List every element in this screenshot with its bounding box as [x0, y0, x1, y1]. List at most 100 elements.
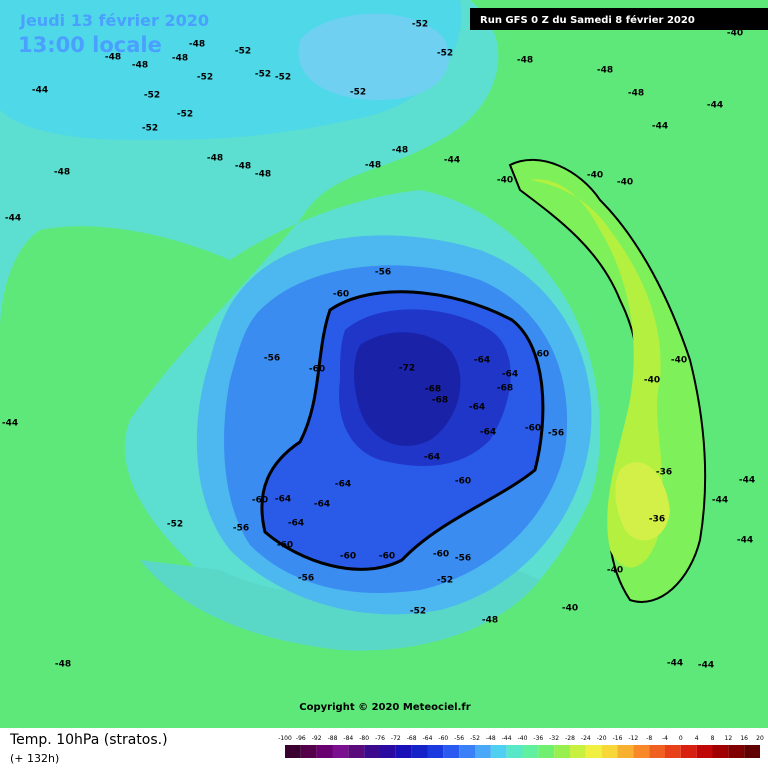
- legend-label: -36: [533, 735, 543, 742]
- legend-label: -68: [407, 735, 417, 742]
- legend-label: -32: [549, 735, 559, 742]
- legend-swatch: [696, 745, 713, 758]
- footer-title: Temp. 10hPa (stratos.): [9, 732, 168, 748]
- contour-label: -56: [298, 574, 314, 584]
- legend-label: -52: [470, 735, 480, 742]
- contour-label: -48: [482, 616, 498, 626]
- contour-label: -44: [707, 101, 723, 111]
- contour-label: -52: [142, 124, 158, 134]
- legend-label: -4: [662, 735, 668, 742]
- contour-label: -56: [264, 354, 280, 364]
- contour-label: -64: [480, 428, 496, 438]
- contour-label: -40: [607, 566, 623, 576]
- contour-label: -64: [275, 495, 291, 505]
- legend-label: -12: [628, 735, 638, 742]
- legend-swatch: [728, 745, 745, 758]
- contour-label: -40: [562, 604, 578, 614]
- contour-label: -60: [455, 477, 471, 487]
- contour-label: -40: [644, 376, 660, 386]
- contour-label: -56: [548, 429, 564, 439]
- contour-label: -44: [739, 476, 755, 486]
- contour-label: -44: [698, 661, 714, 671]
- legend-swatch: [506, 745, 523, 758]
- contour-label: -64: [424, 453, 440, 463]
- legend-label: -40: [518, 735, 528, 742]
- date: Jeudi 13 février 2020: [19, 11, 209, 30]
- legend-swatch: [570, 745, 586, 758]
- contour-label: -52: [167, 520, 183, 530]
- contour-label: -36: [649, 515, 665, 525]
- contour-label: -44: [32, 86, 48, 96]
- contour-label: -52: [275, 73, 291, 83]
- contour-label: -48: [172, 54, 188, 64]
- contour-label: -60: [533, 350, 549, 360]
- contour-label: -60: [333, 290, 349, 300]
- contour-label: -44: [5, 214, 21, 224]
- contour-label: -60: [433, 550, 449, 560]
- contour-label: -48: [54, 168, 70, 178]
- contour-label: -44: [712, 496, 728, 506]
- legend-label: 20: [756, 735, 764, 742]
- contour-label: -36: [656, 468, 672, 478]
- contour-label: -60: [525, 424, 541, 434]
- contour-label: -40: [617, 178, 633, 188]
- contour-label: -44: [652, 122, 668, 132]
- contour-label: -40: [497, 176, 513, 186]
- contour-label: -52: [412, 20, 428, 30]
- contour-label: -52: [197, 73, 213, 83]
- legend-swatch: [522, 745, 539, 758]
- contour-label: -56: [455, 554, 471, 564]
- footer-lead: (+ 132h): [10, 752, 59, 765]
- legend-label: -80: [359, 735, 369, 742]
- contour-label: -40: [587, 171, 603, 181]
- time: 13:00 locale: [18, 33, 162, 57]
- legend-swatch: [411, 745, 428, 758]
- contour-label: -48: [365, 161, 381, 171]
- contour-label: -40: [671, 356, 687, 366]
- legend-label: -72: [391, 735, 401, 742]
- legend-label: 12: [725, 735, 733, 742]
- contour-label: -52: [177, 110, 193, 120]
- contour-label: -48: [189, 40, 205, 50]
- contour-label: -64: [314, 500, 330, 510]
- contour-label: -48: [392, 146, 408, 156]
- legend-label: -16: [613, 735, 623, 742]
- legend-label: -48: [486, 735, 496, 742]
- legend-swatch: [443, 745, 460, 758]
- legend-swatch: [332, 745, 349, 758]
- legend-label: -28: [565, 735, 575, 742]
- legend-swatch: [585, 745, 602, 758]
- legend-swatch: [316, 745, 333, 758]
- contour-label: -52: [144, 91, 160, 101]
- contour-label: -48: [235, 162, 251, 172]
- legend-label: -76: [375, 735, 385, 742]
- contour-label: -64: [502, 370, 518, 380]
- legend-label: -24: [581, 735, 591, 742]
- legend-label: -64: [423, 735, 433, 742]
- contour-label: -64: [474, 356, 490, 366]
- contour-label: -60: [379, 552, 395, 562]
- legend-label: -84: [343, 735, 353, 742]
- legend-swatch: [475, 745, 491, 758]
- copyright: Copyright © 2020 Meteociel.fr: [299, 702, 470, 713]
- contour-label: -48: [628, 89, 644, 99]
- legend-swatch: [744, 745, 760, 758]
- legend-label: -92: [312, 735, 322, 742]
- contour-label: -44: [2, 419, 18, 429]
- contour-label: -64: [469, 403, 485, 413]
- contour-label: -44: [444, 156, 460, 166]
- legend-label: 4: [695, 735, 699, 742]
- contour-label: -48: [255, 170, 271, 180]
- legend-swatch: [554, 745, 570, 758]
- legend-swatch: [380, 745, 396, 758]
- contour-label: -56: [375, 268, 391, 278]
- contour-label: -52: [437, 49, 453, 59]
- legend-swatch: [459, 745, 475, 758]
- legend-swatch: [364, 745, 380, 758]
- legend-label: -60: [438, 735, 448, 742]
- contour-label: -48: [207, 154, 223, 164]
- contour-label: -64: [288, 519, 304, 529]
- contour-label: -48: [132, 61, 148, 71]
- legend-swatch: [348, 745, 365, 758]
